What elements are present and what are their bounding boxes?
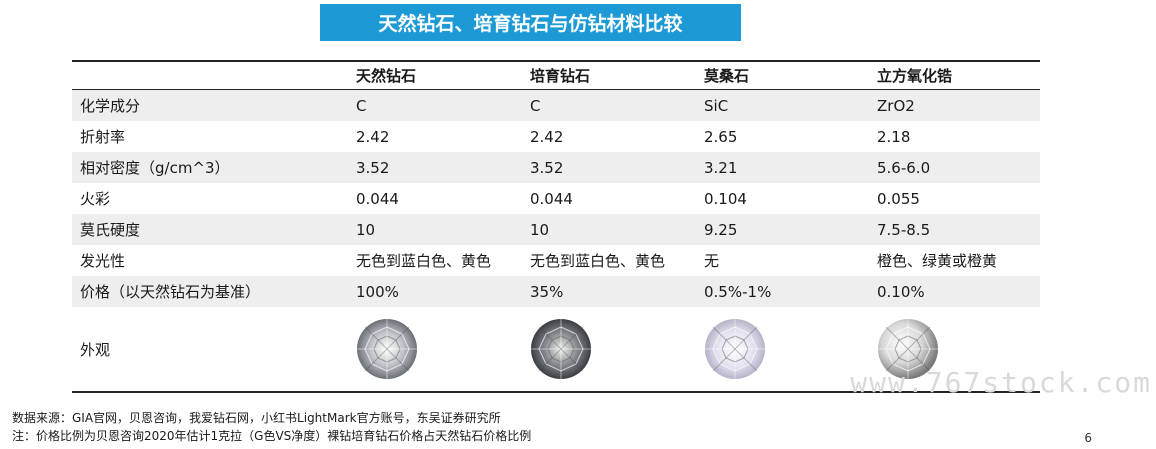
table-header-row: 天然钻石 培育钻石 莫桑石 立方氧化锆 (72, 60, 1040, 90)
table-cell: 无色到蓝白色、黄色 (530, 252, 666, 270)
table-cell: 3.52 (348, 152, 522, 183)
table-row: 化学成分 C C SiC ZrO2 (72, 89, 1040, 121)
table-cell: 3.21 (696, 152, 869, 183)
lab-grown-diamond-image (530, 318, 592, 380)
appearance-row: 外观 (72, 307, 1040, 393)
cubic-zirconia-image (877, 318, 939, 380)
column-header-lab-grown-diamond: 培育钻石 (522, 60, 696, 90)
table-cell: 0.044 (356, 189, 399, 208)
row-label: 外观 (72, 307, 348, 393)
row-label: 价格（以天然钻石为基准） (72, 276, 348, 307)
row-label: 莫氏硬度 (72, 214, 348, 245)
table-cell: C (348, 89, 522, 121)
data-source-note: 数据来源：GIA官网，贝恩咨询，我爱钻石网，小红书LightMark官方账号，东… (12, 411, 501, 425)
table-row: 折射率 2.42 2.42 2.65 2.18 (72, 121, 1040, 152)
table-row: 火彩 0.044 0.044 0.104 0.055 (72, 183, 1040, 214)
table-cell: 9.25 (696, 214, 869, 245)
column-header-property (72, 60, 348, 90)
table-cell: 0.10% (869, 276, 1040, 307)
table-cell: C (522, 89, 696, 121)
table-row: 发光性 无色到蓝白色、黄色 无色到蓝白色、黄色 无 橙色、绿黄或橙黄 (72, 245, 1040, 276)
table-cell: 3.52 (522, 152, 696, 183)
table-row: 价格（以天然钻石为基准） 100% 35% 0.5%-1% 0.10% (72, 276, 1040, 307)
table-cell: 2.42 (356, 127, 390, 146)
table-cell: 10 (522, 214, 696, 245)
table-cell: 100% (348, 276, 522, 307)
page-title: 天然钻石、培育钻石与仿钻材料比较 (320, 4, 741, 41)
price-note: 注：价格比例为贝恩咨询2020年估计1克拉（G色VS净度）裸钻培育钻石价格占天然… (12, 429, 532, 443)
footnotes: 数据来源：GIA官网，贝恩咨询，我爱钻石网，小红书LightMark官方账号，东… (12, 409, 531, 445)
column-header-natural-diamond: 天然钻石 (348, 60, 522, 90)
table-cell: 35% (522, 276, 696, 307)
table-cell: 2.65 (704, 127, 738, 146)
column-header-cubic-zirconia: 立方氧化锆 (869, 60, 1040, 90)
table-cell: 无色到蓝白色、黄色 (356, 252, 492, 270)
table-cell: SiC (696, 89, 869, 121)
comparison-table: 天然钻石 培育钻石 莫桑石 立方氧化锆 化学成分 C C SiC ZrO2 折射… (72, 60, 1040, 393)
table-cell: 0.055 (877, 189, 920, 208)
table-cell: ZrO2 (869, 89, 1040, 121)
watermark: www.767stock.com (850, 366, 1152, 399)
moissanite-image (704, 318, 766, 380)
table-cell: 2.42 (530, 127, 564, 146)
table-cell: 0.5%-1% (696, 276, 869, 307)
row-label: 发光性 (80, 252, 126, 270)
table-cell: 0.104 (704, 189, 747, 208)
table-cell: 无 (704, 252, 720, 270)
natural-diamond-image (356, 318, 418, 380)
table-cell: 橙色、绿黄或橙黄 (877, 252, 998, 270)
table-cell: 7.5-8.5 (869, 214, 1040, 245)
table-cell: 5.6-6.0 (869, 152, 1040, 183)
row-label: 相对密度（g/cm^3） (72, 152, 348, 183)
row-label: 折射率 (80, 128, 126, 146)
row-label: 化学成分 (72, 89, 348, 121)
table-cell: 10 (348, 214, 522, 245)
column-header-moissanite: 莫桑石 (696, 60, 869, 90)
table-cell: 0.044 (530, 189, 573, 208)
table-row: 莫氏硬度 10 10 9.25 7.5-8.5 (72, 214, 1040, 245)
row-label: 火彩 (80, 190, 111, 208)
page-number: 6 (1084, 431, 1092, 445)
table-cell: 2.18 (877, 127, 911, 146)
table-row: 相对密度（g/cm^3） 3.52 3.52 3.21 5.6-6.0 (72, 152, 1040, 183)
